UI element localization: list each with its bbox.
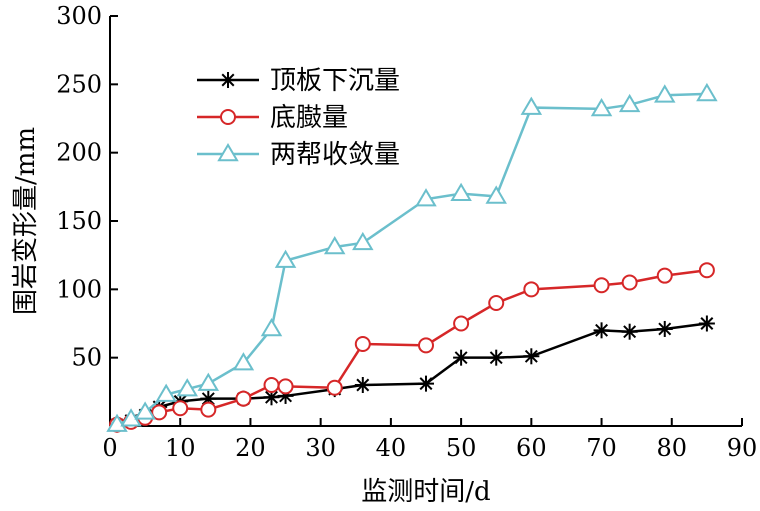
data-point: [172, 400, 189, 417]
data-point: [151, 404, 168, 421]
y-tick-label: 50: [71, 344, 102, 372]
data-point: [354, 377, 371, 393]
data-point: [277, 378, 294, 395]
legend-marker: [220, 109, 236, 125]
legend-label: 顶板下沉量: [270, 66, 400, 96]
data-point: [656, 267, 673, 284]
legend-entry: 顶板下沉量: [197, 66, 400, 96]
data-point: [485, 185, 507, 204]
y-tick-label: 100: [56, 275, 102, 303]
x-tick-label: 50: [446, 434, 477, 462]
data-point: [590, 97, 613, 117]
x-tick-label: 20: [235, 434, 266, 462]
data-point: [263, 377, 280, 393]
data-point: [415, 188, 437, 207]
series-3: [106, 82, 718, 432]
legend-label: 两帮收敛量: [270, 140, 400, 170]
series-line: [116, 92, 707, 426]
data-point: [488, 295, 505, 311]
data-point: [197, 372, 220, 391]
data-point: [654, 84, 676, 103]
data-point: [326, 379, 343, 396]
series-1: [109, 315, 715, 433]
data-point: [520, 96, 543, 115]
data-point: [260, 317, 283, 337]
x-tick-label: 80: [657, 434, 688, 462]
series-layer: [106, 82, 718, 433]
data-point: [453, 349, 470, 366]
x-axis-title: 监测时间/d: [361, 477, 490, 507]
data-point: [618, 93, 641, 113]
y-axis-title: 围岩变形量/mm: [11, 127, 41, 315]
data-point: [593, 322, 610, 339]
series-2: [109, 262, 715, 433]
x-tick-label: 30: [305, 434, 336, 462]
data-point: [621, 323, 638, 340]
data-point: [323, 235, 346, 255]
data-point: [134, 401, 156, 420]
data-point: [593, 277, 610, 294]
y-tick-label: 150: [56, 207, 102, 235]
data-point: [232, 352, 255, 371]
data-point: [488, 349, 505, 366]
axes: 0 10 20 30 40 50 60 70 80 90 50 100 150 200 250 300: [56, 2, 757, 462]
data-point: [621, 274, 638, 291]
y-tick-label: 200: [56, 139, 102, 167]
data-point: [418, 337, 434, 354]
x-tick-label: 40: [376, 434, 407, 462]
data-point: [106, 413, 128, 432]
data-point: [155, 383, 177, 402]
x-tick-label: 0: [102, 434, 117, 462]
legend-marker: [220, 72, 236, 88]
data-point: [352, 231, 374, 251]
data-point: [200, 401, 217, 418]
data-point: [696, 82, 718, 102]
data-point: [523, 348, 540, 365]
data-point: [176, 378, 198, 397]
data-point: [698, 315, 715, 332]
legend-entry: 两帮收敛量: [197, 140, 400, 170]
x-tick-label: 70: [586, 434, 617, 462]
legend-marker: [217, 143, 239, 162]
legend-label: 底臌量: [270, 103, 348, 133]
data-point: [656, 320, 673, 337]
data-point: [453, 315, 470, 332]
x-tick-label: 10: [165, 434, 196, 462]
data-point: [523, 281, 540, 298]
data-point: [418, 375, 434, 392]
x-tick-label: 60: [516, 434, 547, 462]
legend-entry: 底臌量: [197, 103, 348, 133]
data-point: [698, 262, 715, 279]
x-tick-label: 90: [727, 434, 758, 462]
y-tick-label: 300: [56, 2, 102, 30]
data-point: [274, 249, 297, 268]
data-point: [354, 336, 371, 352]
y-tick-label: 250: [56, 70, 102, 98]
data-point: [450, 182, 472, 201]
data-point: [235, 390, 252, 407]
